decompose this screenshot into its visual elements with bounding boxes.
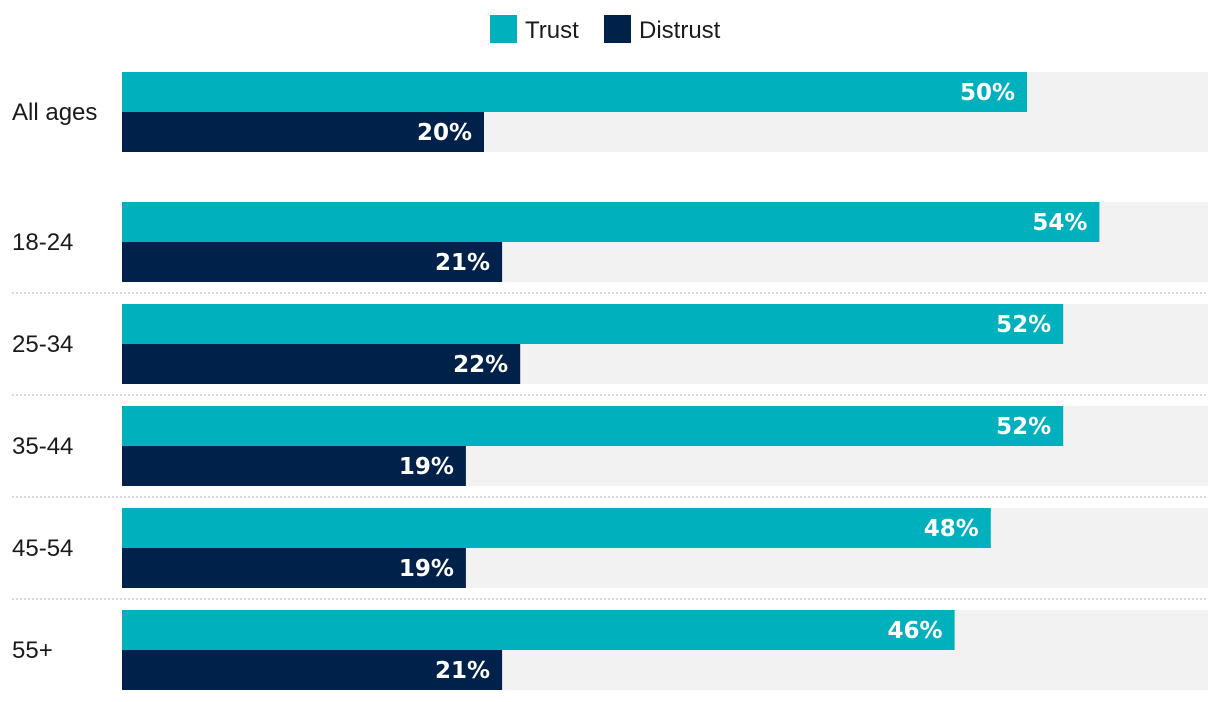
category-labels: All ages 18-24 25-34 35-44 45-54 55+	[12, 99, 97, 664]
legend: Trust Distrust	[490, 15, 721, 44]
value-label-trust-55-plus: 46%	[888, 618, 943, 644]
legend-swatch-distrust	[604, 15, 631, 43]
bar-distrust-45-54	[122, 548, 466, 588]
value-label-distrust-18-24: 21%	[435, 250, 490, 276]
value-labels: 50% 20% 54% 21% 52% 22% 52% 19% 48% 19% 46% 21%	[399, 80, 1088, 684]
value-label-trust-25-34: 52%	[996, 312, 1051, 338]
value-label-distrust-25-34: 22%	[453, 352, 508, 378]
value-label-distrust-35-44: 19%	[399, 454, 454, 480]
bar-trust-55-plus	[122, 610, 955, 650]
value-label-trust-all-ages: 50%	[960, 80, 1015, 106]
category-label-18-24: 18-24	[12, 229, 73, 256]
bar-trust-45-54	[122, 508, 991, 548]
value-label-distrust-45-54: 19%	[399, 556, 454, 582]
bar-trust-35-44	[122, 406, 1064, 446]
bar-distrust-all-ages	[122, 112, 484, 152]
bars	[122, 72, 1100, 690]
value-label-trust-35-44: 52%	[996, 414, 1051, 440]
category-label-all-ages: All ages	[12, 99, 97, 126]
category-label-25-34: 25-34	[12, 331, 73, 358]
category-label-35-44: 35-44	[12, 433, 73, 460]
category-label-45-54: 45-54	[12, 535, 73, 562]
value-label-trust-45-54: 48%	[924, 516, 979, 542]
bar-trust-all-ages	[122, 72, 1027, 112]
value-label-distrust-55-plus: 21%	[435, 658, 490, 684]
value-label-distrust-all-ages: 20%	[417, 120, 472, 146]
bar-distrust-25-34	[122, 344, 521, 384]
bar-distrust-18-24	[122, 242, 503, 282]
bar-trust-25-34	[122, 304, 1064, 344]
bar-trust-18-24	[122, 202, 1100, 242]
value-label-trust-18-24: 54%	[1032, 210, 1087, 236]
row-separators	[12, 292, 1208, 600]
category-label-55-plus: 55+	[12, 637, 53, 664]
legend-label-distrust: Distrust	[639, 17, 721, 44]
legend-label-trust: Trust	[525, 17, 579, 44]
bar-distrust-55-plus	[122, 650, 503, 690]
legend-swatch-trust	[490, 15, 517, 43]
bar-distrust-35-44	[122, 446, 466, 486]
